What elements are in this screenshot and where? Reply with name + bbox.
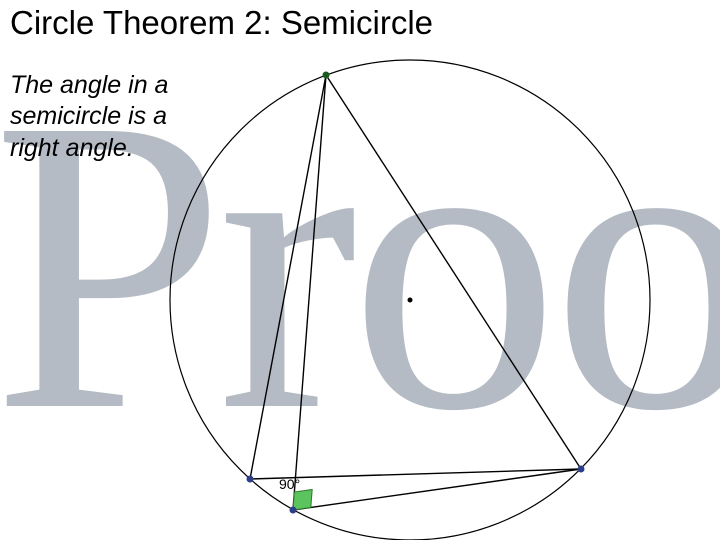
description-line-3: right angle. <box>10 134 134 162</box>
page-title: Circle Theorem 2: Semicircle <box>10 4 433 42</box>
right-angle-label: 90° <box>279 476 300 492</box>
description-line-2: semicircle is a <box>10 102 167 130</box>
theorem-description: The angle in a semicircle is a right ang… <box>10 70 168 164</box>
description-line-1: The angle in a <box>10 71 168 99</box>
